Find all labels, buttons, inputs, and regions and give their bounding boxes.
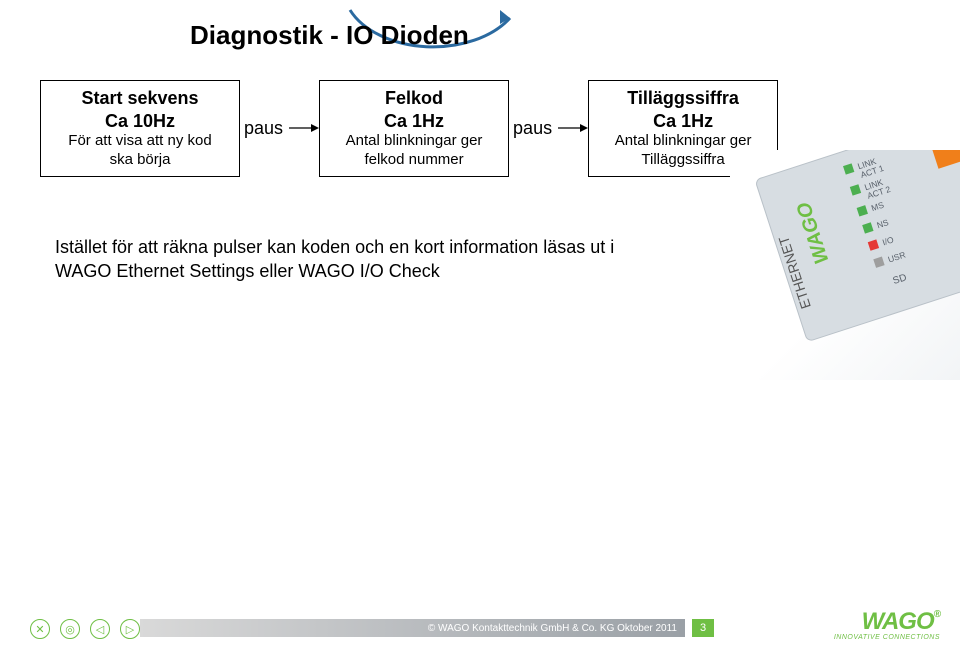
- flow-box-felkod: Felkod Ca 1Hz Antal blinkningar ger felk…: [319, 80, 509, 177]
- flow-box-heading: Start sekvens: [51, 87, 229, 110]
- prev-icon[interactable]: ◁: [90, 619, 110, 639]
- flow-box-start: Start sekvens Ca 10Hz För att visa att n…: [40, 80, 240, 177]
- flow-box-heading: Ca 1Hz: [599, 110, 767, 133]
- arrow-right-icon: [558, 121, 588, 135]
- page-title: Diagnostik - IO Dioden: [190, 20, 469, 51]
- footer-copyright: © WAGO Kontakttechnik GmbH & Co. KG Okto…: [428, 623, 677, 634]
- target-icon[interactable]: ◎: [60, 619, 80, 639]
- flow-connector: paus: [240, 118, 319, 139]
- arrow-right-icon: [289, 121, 319, 135]
- logo-tagline: INNOVATIVE CONNECTIONS: [834, 634, 940, 641]
- flow-box-sub: ska börja: [51, 151, 229, 170]
- page-number: 3: [692, 619, 714, 637]
- flow-box-heading: Ca 1Hz: [330, 110, 498, 133]
- flow-box-sub: För att visa att ny kod: [51, 132, 229, 151]
- next-icon[interactable]: ▷: [120, 619, 140, 639]
- slide-footer: ✕ ◎ ◁ ▷ © WAGO Kontakttechnik GmbH & Co.…: [0, 605, 960, 645]
- wago-logo: WAGO® INNOVATIVE CONNECTIONS: [834, 610, 940, 641]
- flow-box-heading: Tilläggssiffra: [599, 87, 767, 110]
- paus-label: paus: [509, 118, 556, 139]
- body-text: Istället för att räkna pulser kan koden …: [55, 235, 615, 284]
- flow-box-heading: Felkod: [330, 87, 498, 110]
- close-icon[interactable]: ✕: [30, 619, 50, 639]
- flow-box-sub: Antal blinkningar ger: [330, 132, 498, 151]
- flow-box-sub: felkod nummer: [330, 151, 498, 170]
- product-photo: ETHERNET LINKACT 1 LINKACT 2 MS NS I/O U…: [730, 150, 960, 380]
- flow-connector: paus: [509, 118, 588, 139]
- paus-label: paus: [240, 118, 287, 139]
- flow-box-heading: Ca 10Hz: [51, 110, 229, 133]
- logo-text: WAGO: [862, 608, 934, 635]
- flow-box-sub: Antal blinkningar ger: [599, 132, 767, 151]
- footer-nav-icons: ✕ ◎ ◁ ▷: [30, 619, 140, 639]
- slide: Diagnostik - IO Dioden Start sekvens Ca …: [0, 0, 960, 645]
- footer-copyright-bar: © WAGO Kontakttechnik GmbH & Co. KG Okto…: [140, 619, 685, 637]
- logo-registered: ®: [934, 609, 940, 620]
